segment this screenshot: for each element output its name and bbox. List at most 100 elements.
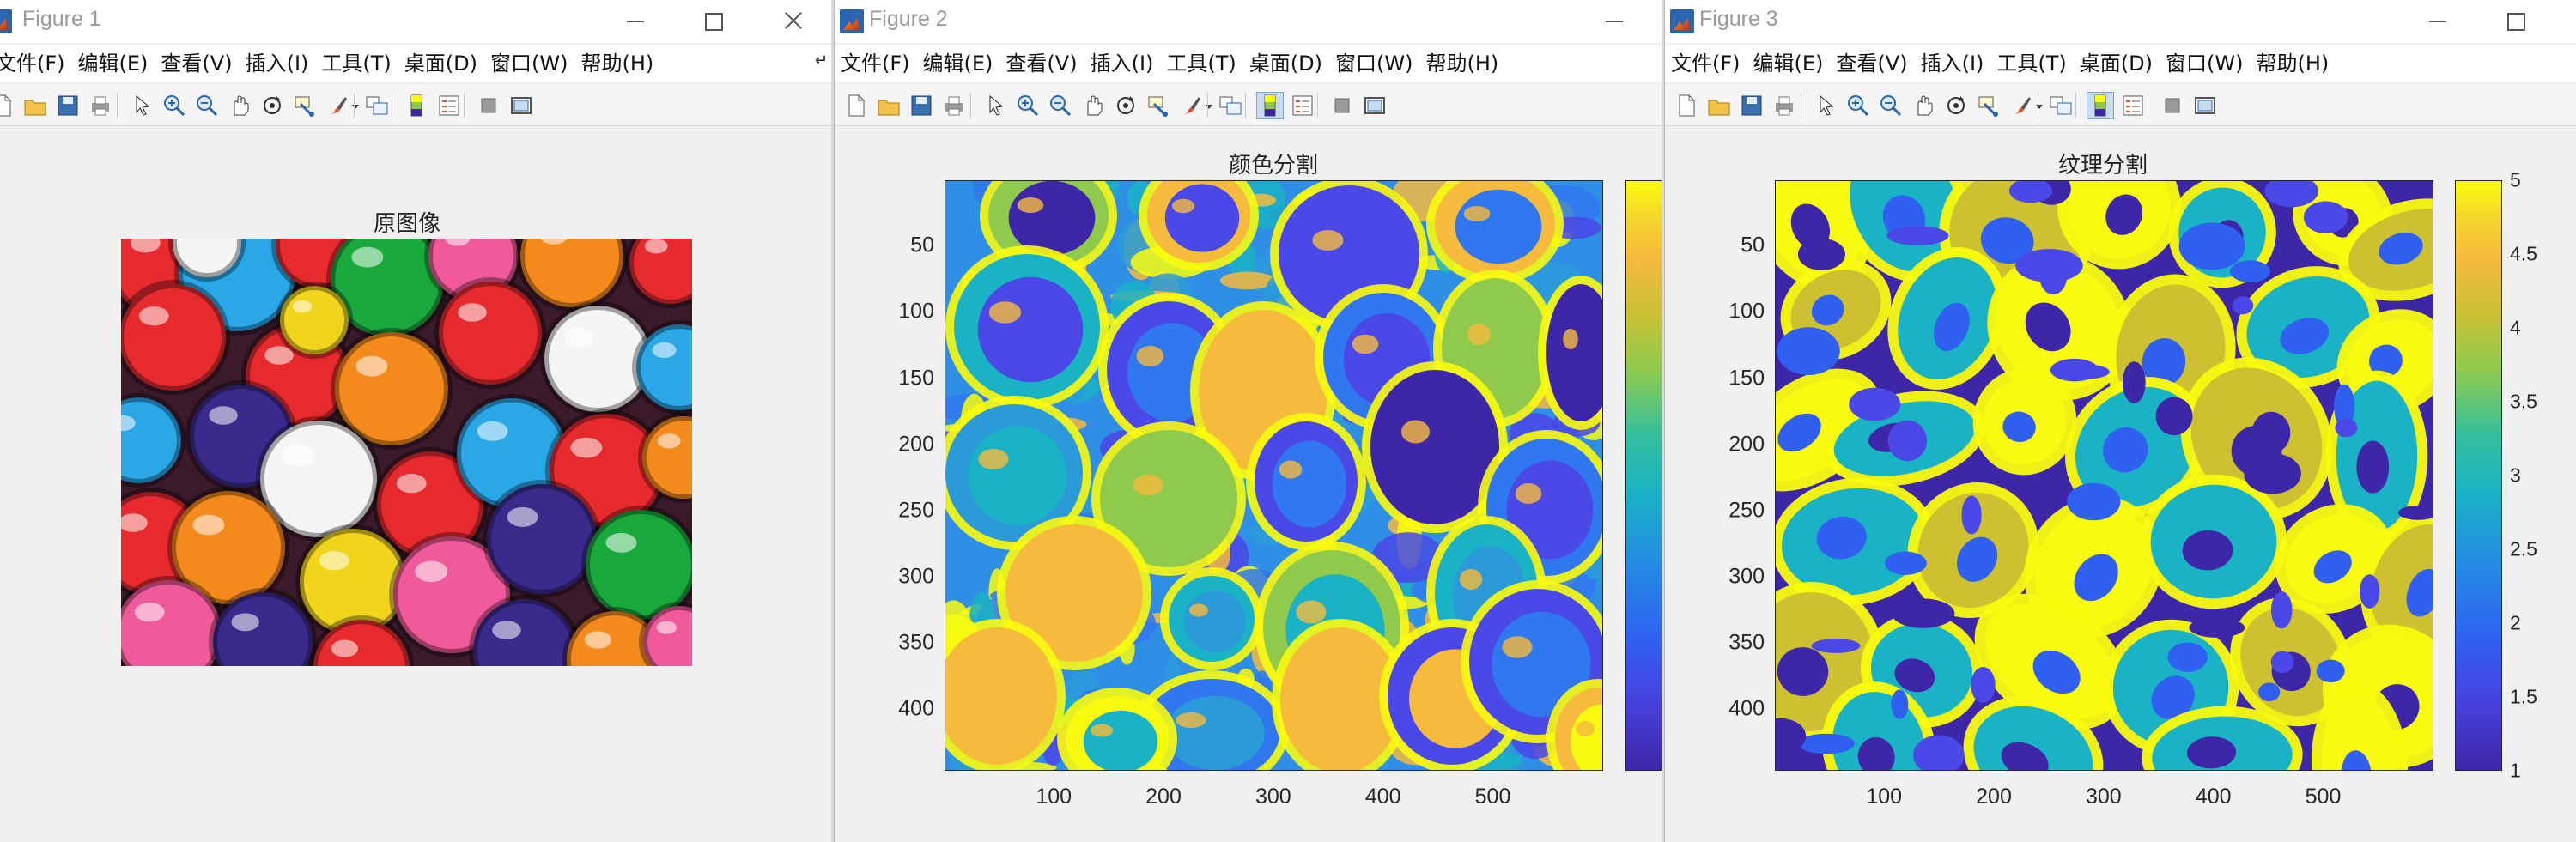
save-icon[interactable] bbox=[1739, 93, 1765, 118]
show-plot-tools-icon[interactable] bbox=[508, 93, 534, 118]
zoom-out-icon[interactable] bbox=[1048, 93, 1073, 118]
new-file-icon[interactable] bbox=[1674, 93, 1699, 118]
minimize-icon[interactable] bbox=[1597, 3, 1631, 38]
menu-edit[interactable]: 编辑(E) bbox=[77, 51, 149, 76]
brush-dropdown-icon[interactable] bbox=[1204, 93, 1214, 118]
legend-icon[interactable] bbox=[2120, 93, 2146, 118]
menu-tools[interactable]: 工具(T) bbox=[321, 51, 392, 76]
data-cursor-icon[interactable] bbox=[1145, 93, 1171, 118]
menu-help[interactable]: 帮助(H) bbox=[2256, 51, 2330, 76]
menu-insert[interactable]: 插入(I) bbox=[1920, 51, 1984, 76]
hide-plot-tools-icon[interactable] bbox=[476, 93, 501, 118]
brush-icon[interactable] bbox=[325, 93, 350, 118]
hide-plot-tools-icon[interactable] bbox=[1329, 93, 1355, 118]
pan-hand-icon[interactable] bbox=[1911, 93, 1936, 118]
print-icon[interactable] bbox=[88, 93, 113, 118]
menu-desktop[interactable]: 桌面(D) bbox=[2079, 51, 2153, 76]
minimize-icon[interactable] bbox=[618, 3, 653, 38]
texture-patch bbox=[2167, 642, 2208, 672]
plot-title: 纹理分割 bbox=[2057, 153, 2148, 179]
colorbar-tick-label: 4 bbox=[2510, 316, 2521, 339]
plot-title: 颜色分割 bbox=[1228, 153, 1319, 179]
menu-file[interactable]: 文件(F) bbox=[1671, 51, 1741, 76]
rotate-3d-icon[interactable] bbox=[259, 93, 285, 118]
zoom-in-icon[interactable] bbox=[1015, 93, 1041, 118]
new-file-icon[interactable] bbox=[843, 93, 869, 118]
print-icon[interactable] bbox=[941, 93, 967, 118]
link-plot-icon[interactable] bbox=[364, 93, 390, 118]
pan-hand-icon[interactable] bbox=[1080, 93, 1106, 118]
zoom-out-icon[interactable] bbox=[194, 93, 220, 118]
menu-help[interactable]: 帮助(H) bbox=[1425, 51, 1499, 76]
menu-view[interactable]: 查看(V) bbox=[1005, 51, 1078, 76]
legend-icon[interactable] bbox=[436, 93, 462, 118]
title-bar[interactable]: Figure 1 bbox=[0, 0, 831, 43]
colorbar-icon[interactable] bbox=[404, 93, 429, 118]
texture-patch bbox=[2122, 361, 2146, 403]
colorbar[interactable] bbox=[1625, 180, 1662, 771]
menu-tools[interactable]: 工具(T) bbox=[1996, 51, 2067, 76]
brush-dropdown-icon[interactable] bbox=[2034, 93, 2044, 118]
save-icon[interactable] bbox=[55, 93, 81, 118]
brush-icon[interactable] bbox=[1178, 93, 1204, 118]
link-plot-icon[interactable] bbox=[1218, 93, 1243, 118]
link-plot-icon[interactable] bbox=[2048, 93, 2074, 118]
menu-file[interactable]: 文件(F) bbox=[0, 51, 65, 76]
pointer-icon[interactable] bbox=[1813, 93, 1838, 118]
gumball-highlight bbox=[130, 239, 161, 253]
show-plot-tools-icon[interactable] bbox=[1362, 93, 1388, 118]
new-file-icon[interactable] bbox=[0, 93, 15, 118]
texture-patch bbox=[2244, 453, 2301, 494]
menu-insert[interactable]: 插入(I) bbox=[245, 51, 309, 76]
open-folder-icon[interactable] bbox=[1706, 93, 1732, 118]
zoom-in-icon[interactable] bbox=[1845, 93, 1871, 118]
pointer-icon[interactable] bbox=[129, 93, 155, 118]
colorbar[interactable] bbox=[2455, 180, 2502, 771]
pointer-icon[interactable] bbox=[982, 93, 1008, 118]
pan-hand-icon[interactable] bbox=[227, 93, 252, 118]
x-tick-label: 500 bbox=[1474, 784, 1511, 809]
texture-patch bbox=[2270, 591, 2293, 629]
brush-icon[interactable] bbox=[2008, 93, 2034, 118]
menu-view[interactable]: 查看(V) bbox=[1836, 51, 1908, 76]
colorbar-tick-label: 3 bbox=[2510, 463, 2521, 487]
maximize-icon[interactable] bbox=[696, 3, 730, 38]
rotate-3d-icon[interactable] bbox=[1113, 93, 1139, 118]
menu-file[interactable]: 文件(F) bbox=[841, 51, 910, 76]
data-cursor-icon[interactable] bbox=[1976, 93, 2002, 118]
brush-dropdown-icon[interactable] bbox=[350, 93, 361, 118]
menu-desktop[interactable]: 桌面(D) bbox=[404, 51, 477, 76]
open-folder-icon[interactable] bbox=[876, 93, 902, 118]
hide-plot-tools-icon[interactable] bbox=[2160, 93, 2185, 118]
segmentation-axes[interactable] bbox=[945, 180, 1603, 771]
colorbar-icon[interactable] bbox=[2087, 92, 2114, 119]
close-icon[interactable] bbox=[775, 3, 810, 38]
texture-hole bbox=[2356, 440, 2390, 494]
open-folder-icon[interactable] bbox=[22, 93, 48, 118]
menu-window[interactable]: 窗口(W) bbox=[1335, 51, 1413, 76]
menu-window[interactable]: 窗口(W) bbox=[2166, 51, 2244, 76]
zoom-in-icon[interactable] bbox=[161, 93, 187, 118]
menu-edit[interactable]: 编辑(E) bbox=[922, 51, 993, 76]
save-icon[interactable] bbox=[908, 93, 934, 118]
menu-desktop[interactable]: 桌面(D) bbox=[1249, 51, 1322, 76]
segmentation-axes[interactable] bbox=[1775, 180, 2433, 771]
menu-overflow-icon[interactable]: ↵ bbox=[814, 51, 828, 70]
menu-tools[interactable]: 工具(T) bbox=[1166, 51, 1236, 76]
colorbar-icon[interactable] bbox=[1256, 92, 1284, 119]
rotate-3d-icon[interactable] bbox=[1943, 93, 1969, 118]
menu-edit[interactable]: 编辑(E) bbox=[1753, 51, 1824, 76]
title-bar[interactable]: Figure 2 bbox=[835, 0, 1662, 43]
data-cursor-icon[interactable] bbox=[292, 93, 318, 118]
menu-window[interactable]: 窗口(W) bbox=[490, 51, 568, 76]
maximize-icon[interactable] bbox=[2498, 3, 2532, 38]
title-bar[interactable]: Figure 3 bbox=[1665, 0, 2576, 43]
zoom-out-icon[interactable] bbox=[1878, 93, 1904, 118]
print-icon[interactable] bbox=[1771, 93, 1797, 118]
menu-help[interactable]: 帮助(H) bbox=[580, 51, 654, 76]
menu-insert[interactable]: 插入(I) bbox=[1090, 51, 1154, 76]
show-plot-tools-icon[interactable] bbox=[2192, 93, 2218, 118]
legend-icon[interactable] bbox=[1290, 93, 1315, 118]
menu-view[interactable]: 查看(V) bbox=[161, 51, 233, 76]
minimize-icon[interactable] bbox=[2421, 3, 2455, 38]
